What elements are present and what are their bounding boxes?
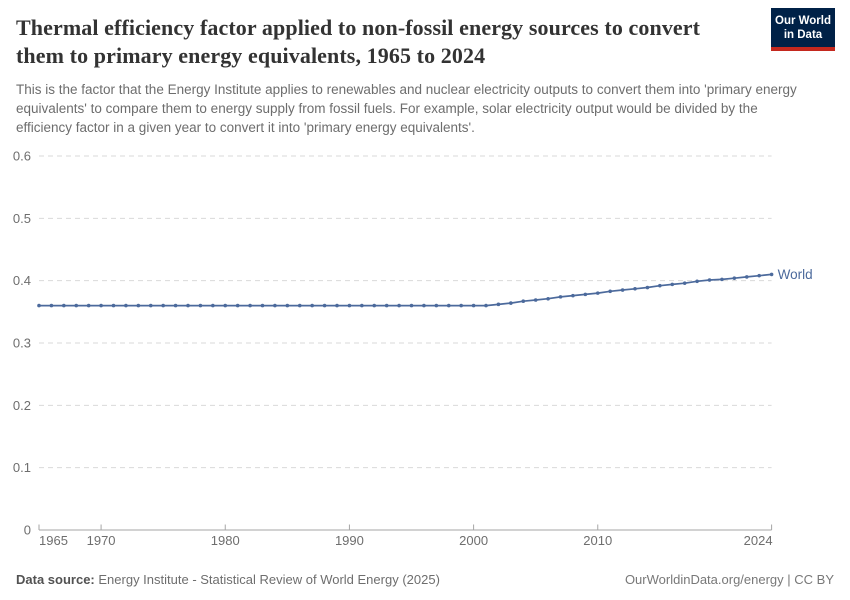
data-point[interactable] [620, 288, 625, 292]
data-point[interactable] [670, 282, 675, 287]
license-link[interactable]: OurWorldinData.org/energy | CC BY [624, 572, 834, 587]
data-point[interactable] [695, 279, 699, 284]
data-point[interactable] [658, 283, 662, 288]
data-point[interactable] [571, 293, 575, 298]
data-point[interactable] [744, 275, 749, 279]
data-point[interactable] [148, 303, 153, 308]
data-point[interactable] [347, 303, 352, 308]
data-point[interactable] [558, 295, 563, 299]
x-axis-tick-label: 2024 [744, 533, 773, 548]
page-title: Thermal efficiency factor applied to non… [16, 15, 701, 68]
data-point[interactable] [297, 303, 302, 308]
data-point[interactable] [173, 303, 178, 308]
data-point[interactable] [273, 303, 277, 308]
data-point[interactable] [161, 303, 165, 308]
data-point[interactable] [682, 281, 687, 285]
chart-subtitle: This is the factor that the Energy Insti… [16, 82, 797, 135]
owid-logo-line2: in Data [783, 29, 823, 41]
x-axis-tick-label: 2010 [583, 533, 612, 548]
data-point[interactable] [322, 303, 327, 308]
data-point[interactable] [49, 303, 54, 308]
x-axis-tick-label: 1980 [211, 533, 240, 548]
data-point[interactable] [471, 303, 476, 308]
data-point[interactable] [732, 276, 737, 280]
series-end-label[interactable]: World [778, 267, 813, 282]
data-point[interactable] [235, 303, 240, 308]
data-point[interactable] [360, 303, 364, 308]
data-point[interactable] [372, 303, 377, 308]
data-point[interactable] [707, 278, 712, 282]
data-point[interactable] [198, 303, 203, 308]
data-point[interactable] [74, 303, 79, 308]
data-point[interactable] [397, 303, 401, 308]
y-axis-tick-label: 0.5 [13, 211, 31, 226]
data-source-label: Data source: [16, 572, 95, 587]
data-point[interactable] [285, 303, 290, 308]
data-point[interactable] [186, 303, 190, 308]
y-axis-tick-label: 0 [24, 523, 31, 538]
data-point[interactable] [645, 285, 650, 290]
data-point[interactable] [509, 301, 513, 305]
data-point[interactable] [583, 292, 588, 297]
data-point[interactable] [136, 303, 141, 308]
data-source: Data source: Energy Institute - Statisti… [16, 572, 440, 587]
data-point[interactable] [769, 272, 774, 277]
owid-logo[interactable]: Our World in Data [771, 8, 835, 51]
data-point[interactable] [99, 303, 103, 308]
data-point[interactable] [608, 289, 612, 294]
data-point[interactable] [260, 303, 265, 308]
data-point[interactable] [446, 303, 451, 308]
data-point[interactable] [409, 303, 414, 308]
data-point[interactable] [248, 303, 252, 308]
world-series-line[interactable] [38, 273, 773, 307]
data-point[interactable] [484, 303, 488, 308]
owid-logo-line1: Our World [775, 15, 832, 27]
x-axis-tick-label: 1965 [39, 533, 68, 548]
y-axis-tick-label: 0.6 [13, 149, 31, 164]
y-axis-tick-label: 0.2 [13, 398, 31, 413]
x-axis-tick-label: 2000 [459, 533, 488, 548]
data-point[interactable] [111, 303, 116, 308]
data-point[interactable] [422, 303, 426, 308]
data-point[interactable] [521, 299, 526, 304]
y-axis-tick-label: 0.3 [13, 336, 31, 351]
data-point[interactable] [86, 303, 91, 308]
data-point[interactable] [459, 303, 463, 308]
data-point[interactable] [384, 303, 389, 308]
data-point[interactable] [211, 303, 215, 308]
data-point[interactable] [633, 286, 637, 291]
data-point[interactable] [310, 303, 314, 308]
data-point[interactable] [62, 303, 66, 308]
data-point[interactable] [124, 303, 128, 308]
y-axis-tick-label: 0.1 [13, 460, 31, 475]
data-point[interactable] [533, 298, 538, 302]
data-point[interactable] [37, 303, 41, 308]
data-point[interactable] [720, 277, 724, 282]
data-point[interactable] [757, 273, 761, 278]
data-source-value: Energy Institute - Statistical Review of… [98, 572, 440, 587]
data-point[interactable] [434, 303, 439, 308]
x-axis-tick-label: 1970 [87, 533, 116, 548]
line-chart: 0 0.1 0.2 0.3 0.4 0.5 0.6 1965 1970 1980 1990 2000 2… [13, 149, 813, 549]
data-point[interactable] [335, 303, 339, 308]
data-point[interactable] [223, 303, 228, 308]
data-point[interactable] [496, 302, 501, 307]
x-axis-tick-label: 1990 [335, 533, 364, 548]
data-point[interactable] [546, 296, 550, 301]
data-point[interactable] [595, 291, 600, 295]
chart-footer: Data source: Energy Institute - Statisti… [16, 572, 834, 587]
y-axis-tick-label: 0.4 [13, 273, 31, 288]
